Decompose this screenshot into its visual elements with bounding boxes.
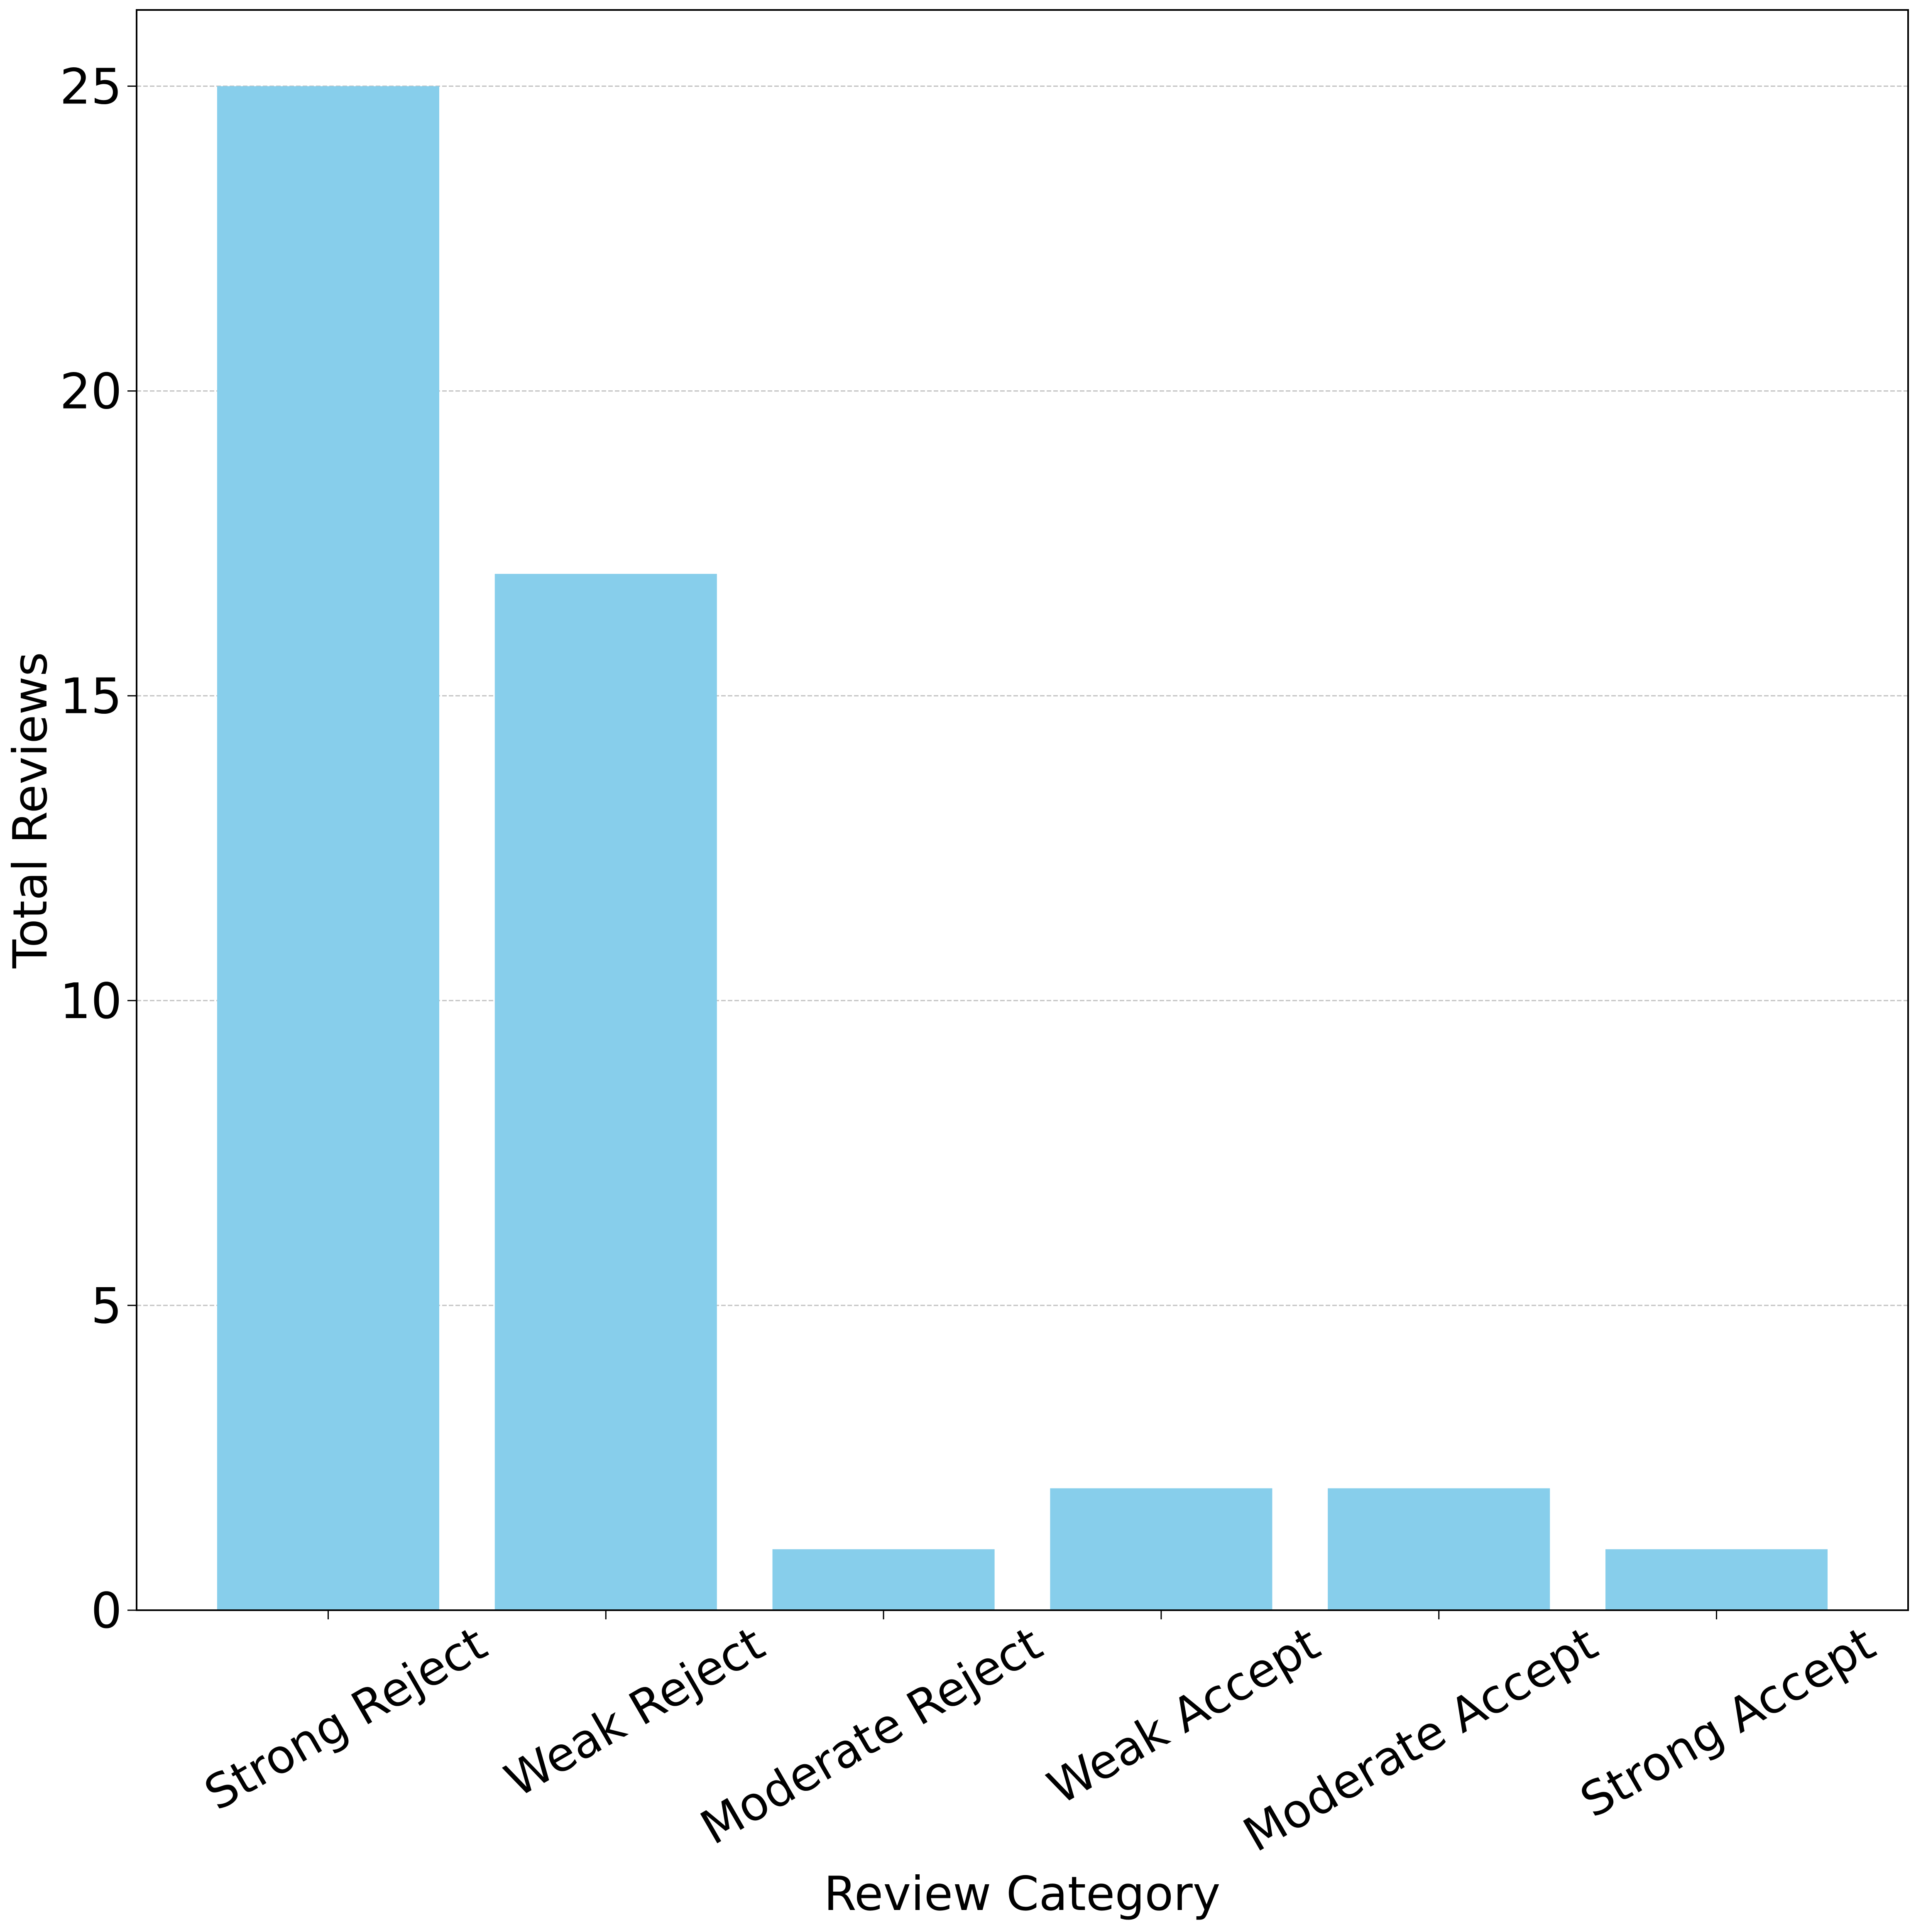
- bars: [217, 86, 1828, 1610]
- x-tick-label-weak-reject: Weak Reject: [496, 1616, 773, 1808]
- plot-frame: [136, 9, 1909, 1611]
- y-tick-label-5: 5: [91, 1277, 122, 1335]
- x-tick-label-strong-accept: Strong Accept: [1571, 1616, 1884, 1828]
- y-axis-ticks: 0 5 10 15 20 25: [60, 58, 137, 1639]
- bar-moderate-reject: [772, 1549, 995, 1610]
- bar-strong-reject: [217, 86, 440, 1610]
- y-tick-label-25: 25: [60, 58, 122, 115]
- x-tick-label-strong-reject: Strong Reject: [196, 1616, 496, 1821]
- y-tick-label-20: 20: [60, 363, 122, 420]
- bar-moderate-accept: [1328, 1488, 1550, 1610]
- bar-weak-accept: [1050, 1488, 1272, 1610]
- y-tick-label-15: 15: [60, 668, 122, 725]
- y-axis-label: Total Reviews: [3, 652, 58, 969]
- x-axis-label: Review Category: [824, 1866, 1220, 1921]
- y-tick-label-0: 0: [91, 1582, 122, 1639]
- bar-weak-reject: [494, 574, 717, 1610]
- bar-strong-accept: [1605, 1549, 1828, 1610]
- y-tick-label-10: 10: [60, 972, 122, 1030]
